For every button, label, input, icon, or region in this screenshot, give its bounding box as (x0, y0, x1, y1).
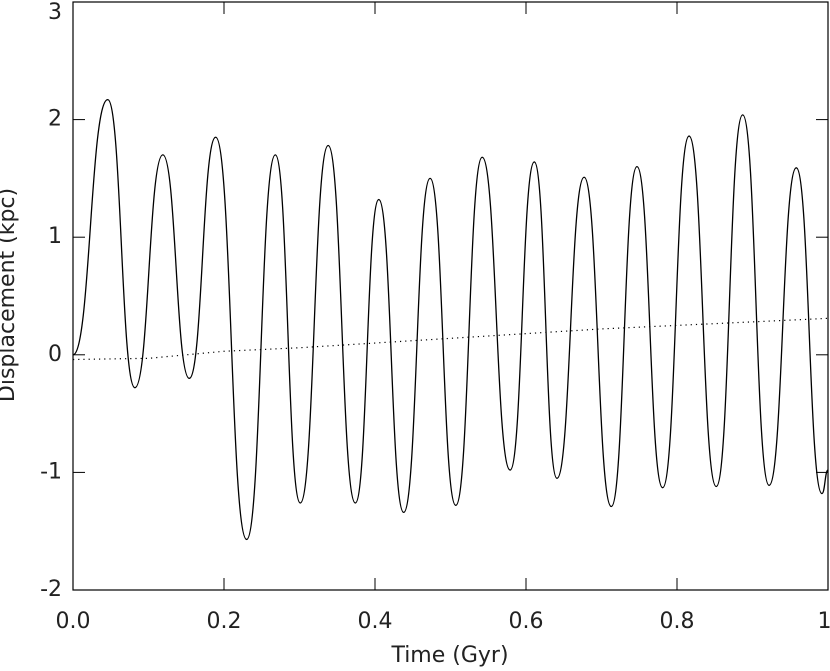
y-axis-label: Displacement (kpc) (0, 188, 20, 402)
y-tick-label: -1 (40, 459, 62, 484)
data-line (72, 317, 829, 361)
x-tick-label: 0.6 (509, 609, 544, 634)
x-axis-label: Time (Gyr) (390, 643, 508, 668)
x-tick-label: 0.4 (358, 609, 393, 634)
y-tick-label: 1 (48, 224, 62, 249)
x-tick-label: 0.0 (56, 609, 91, 634)
y-tick-label: 0 (48, 342, 62, 367)
x-tick-label: 1. (818, 609, 830, 634)
x-tick-label: 0.2 (207, 609, 242, 634)
y-tick-label: -2 (40, 577, 62, 602)
data-line (72, 98, 829, 541)
y-tick-label: 2 (48, 107, 62, 132)
plot-frame (72, 1, 829, 591)
x-tick-label: 0.8 (660, 609, 695, 634)
y-tick-label: 3 (48, 0, 62, 25)
